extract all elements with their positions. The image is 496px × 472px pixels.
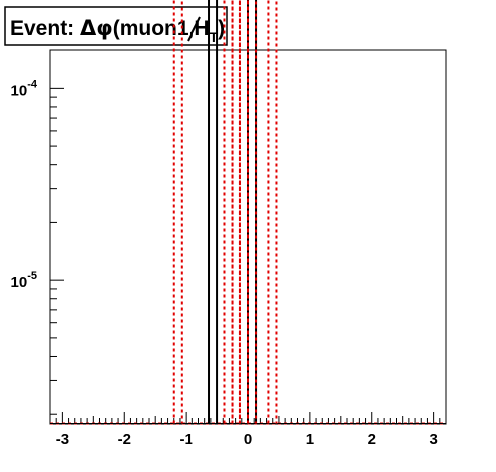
chart-title: Event: Δφ(muon1,HT)	[10, 16, 225, 45]
title-prefix: Event:	[10, 17, 80, 40]
y-tick-label: 10-4	[11, 78, 38, 99]
x-tick-label: 2	[368, 431, 376, 448]
x-tick-label: -2	[118, 431, 131, 448]
title-box: Event: Δφ(muon1,HT)	[4, 6, 228, 46]
title-subscript: T	[210, 29, 219, 45]
x-tick-label: 1	[306, 431, 314, 448]
bin-bar-black	[208, 0, 219, 424]
title-delta-symbol: Δ	[80, 16, 97, 40]
x-tick-label: -1	[179, 431, 192, 448]
x-tick-labels: -3 -2 -1 0 1 2 3	[56, 431, 438, 448]
bin-bar-red	[247, 0, 258, 424]
title-suffix: )	[218, 17, 225, 40]
bin-bar-black	[247, 0, 258, 424]
title-slash-mark	[187, 16, 201, 42]
x-tick-label: -3	[56, 431, 69, 448]
title-phi-symbol: φ	[96, 16, 112, 40]
bin-bar-red	[231, 0, 241, 424]
y-tick-labels: 10-310-410-5	[11, 78, 38, 291]
bin-bar-red	[267, 0, 278, 424]
histogram-bars	[50, 0, 446, 425]
title-h: H	[194, 17, 209, 40]
x-tick-label: 3	[429, 431, 437, 448]
bin-bar-red	[172, 0, 183, 424]
title-body: (muon1,	[113, 17, 195, 40]
x-tick-label: 0	[244, 431, 252, 448]
y-tick-label: 10-5	[11, 270, 37, 291]
